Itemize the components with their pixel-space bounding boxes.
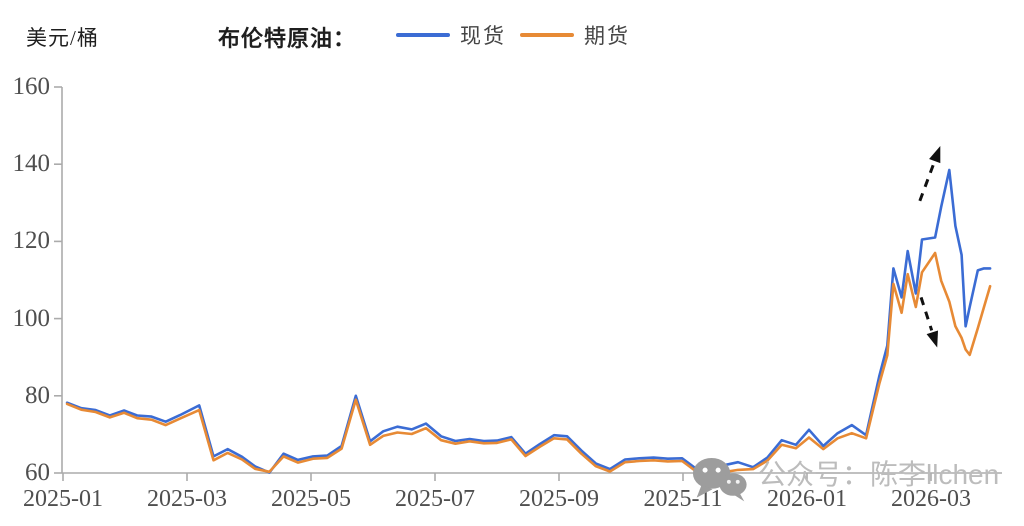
- x-tick-label: 2025-09: [519, 486, 599, 512]
- futures-legend-label: 期货: [584, 24, 630, 48]
- y-tick-label: 60: [25, 459, 50, 486]
- legend: 现货 期货: [396, 18, 644, 52]
- x-tick-label: 2026-03: [891, 486, 971, 512]
- x-tick-label: 2026-01: [767, 486, 847, 512]
- spot-line: [65, 168, 992, 474]
- x-tick-label: 2025-05: [271, 486, 351, 512]
- futures-legend-swatch: [520, 33, 574, 37]
- y-tick-label: 80: [25, 381, 50, 409]
- y-tick-label: 100: [12, 304, 51, 332]
- y-tick-label: 160: [12, 73, 51, 100]
- chart-title: 布伦特原油：: [218, 26, 357, 51]
- x-tick-label: 2025-03: [147, 486, 227, 512]
- watermark: 公众号：陈李llchen: [692, 455, 999, 503]
- y-tick-label: 120: [12, 227, 51, 255]
- spot-legend-swatch: [396, 33, 450, 37]
- x-tick-label: 2025-07: [395, 486, 475, 512]
- y-axis-unit-label: 美元/桶: [26, 26, 99, 50]
- wechat-icon: [692, 458, 747, 502]
- up-arrow-head: [929, 146, 941, 164]
- futures-line: [65, 251, 992, 474]
- up-arrow-shaft: [918, 162, 936, 202]
- y-tick-label: 140: [12, 150, 51, 178]
- spot-legend-label: 现货: [460, 24, 506, 48]
- x-tick-label: 2025-01: [23, 486, 103, 512]
- watermark-text: 公众号：陈李llchen: [758, 459, 1000, 490]
- down-arrow-shaft: [919, 296, 934, 331]
- x-tick-label: 2025-11: [643, 486, 723, 512]
- down-arrow-head: [926, 330, 939, 348]
